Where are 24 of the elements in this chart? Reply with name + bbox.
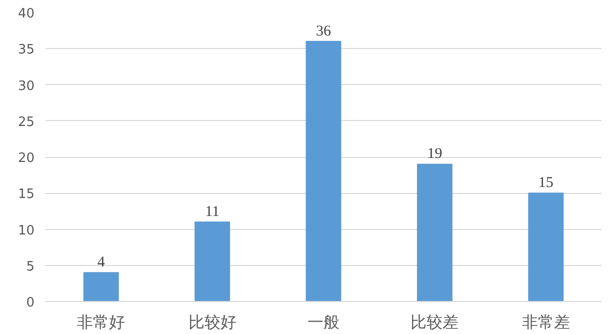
y-tick-label: 35	[18, 42, 35, 58]
y-tick-label: 25	[18, 114, 35, 130]
x-tick-label: 一般	[308, 312, 340, 332]
y-tick-label: 10	[18, 223, 35, 238]
y-tick-label: 15	[18, 187, 35, 202]
data-label: 15	[538, 175, 554, 192]
y-tick-label: 0	[26, 296, 35, 310]
y-tick-label: 30	[18, 78, 35, 94]
y-tick-label: 40	[18, 6, 35, 22]
bar	[83, 272, 119, 302]
y-tick-label: 5	[26, 259, 35, 274]
bar	[416, 164, 452, 302]
data-label: 19	[427, 146, 442, 162]
x-tick-label: 非常差	[522, 312, 570, 332]
bar	[194, 222, 230, 302]
bar	[306, 40, 342, 302]
x-tick-label: 非常好	[77, 312, 126, 332]
data-label: 4	[97, 254, 106, 271]
data-label: 11	[205, 204, 220, 220]
y-tick-label: 20	[18, 151, 35, 166]
x-tick-label: 比较差	[410, 312, 459, 332]
x-tick-label: 比较好	[188, 312, 236, 332]
bar	[528, 192, 564, 302]
data-label: 36	[316, 23, 332, 40]
